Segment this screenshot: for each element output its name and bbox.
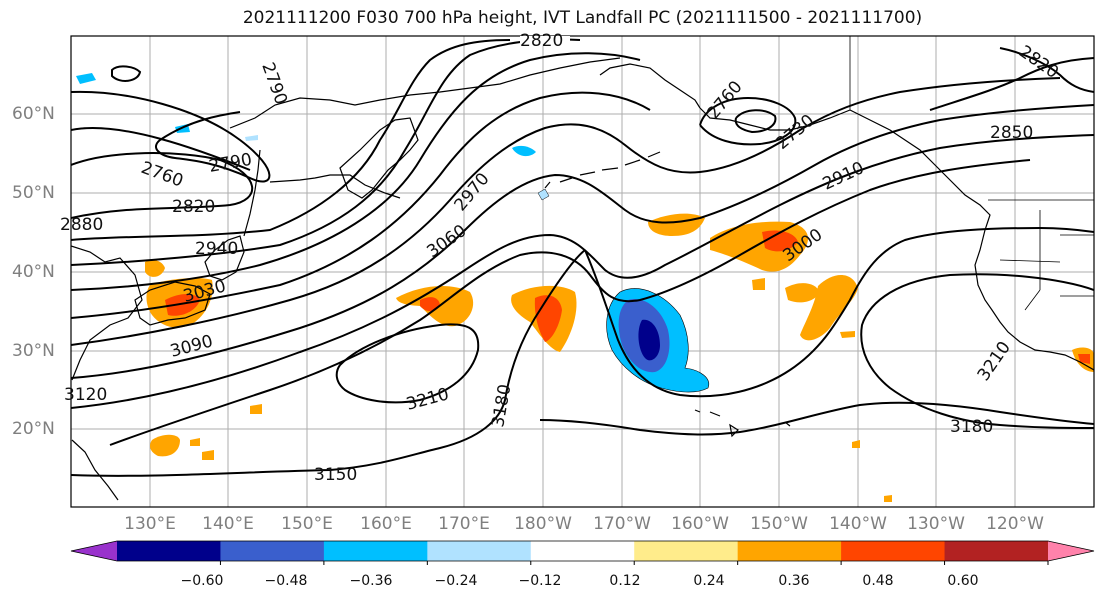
colorbar-tick-label: −0.48 — [264, 573, 308, 589]
colorbar-segment — [427, 541, 532, 561]
lat-label: 40°N — [12, 262, 55, 282]
colorbar-segment — [117, 541, 221, 561]
height-contours — [71, 38, 1094, 477]
colorbar-tick-label: −0.12 — [518, 573, 562, 589]
colorbar-tick-label: 0.48 — [862, 573, 894, 589]
colorbar-tick-label: 0.24 — [693, 573, 725, 589]
contour-label: 2820 — [520, 31, 563, 51]
contour-label: 2880 — [60, 215, 103, 235]
colorbar-tick-label: −0.60 — [180, 573, 224, 589]
contour-label: 2940 — [195, 239, 238, 259]
lat-label: 50°N — [12, 183, 55, 203]
contour-label: 2820 — [172, 197, 215, 217]
colorbar-tick-label: 0.60 — [947, 573, 979, 589]
colorbar-segment — [530, 541, 635, 561]
lon-label: 180°W — [514, 514, 572, 534]
colorbar-segment — [737, 541, 842, 561]
colorbar-segment — [841, 541, 946, 561]
lon-label: 150°W — [750, 514, 808, 534]
lon-label: 170°W — [593, 514, 651, 534]
contour-label: 3180 — [950, 417, 993, 437]
lon-label: 140°E — [202, 514, 254, 534]
contour-label: 3150 — [314, 465, 357, 485]
contour-label: 3120 — [64, 385, 107, 405]
colorbar-segment — [220, 541, 325, 561]
ivt-shading — [76, 73, 1094, 502]
colorbar-tick-label: 0.36 — [778, 573, 810, 589]
lon-label: 130°E — [124, 514, 176, 534]
lat-label: 60°N — [12, 104, 55, 124]
lat-label: 20°N — [12, 419, 55, 439]
lon-label: 120°W — [986, 514, 1044, 534]
lon-label: 140°W — [829, 514, 887, 534]
lon-label: 160°E — [360, 514, 412, 534]
lon-label: 130°W — [907, 514, 965, 534]
colorbar-outline — [70, 540, 1095, 562]
colorbar-segment — [323, 541, 428, 561]
lat-label: 30°N — [12, 341, 55, 361]
map-title: 2021111200 F030 700 hPa height, IVT Land… — [242, 8, 923, 28]
colorbar — [70, 540, 1095, 565]
colorbar-tick-label: 0.12 — [609, 573, 641, 589]
borders — [849, 36, 1094, 311]
lon-label: 150°E — [281, 514, 333, 534]
colorbar-segment — [944, 541, 1049, 561]
ivt-negative-core — [638, 319, 660, 361]
colorbar-extend-low — [71, 541, 117, 561]
lon-label: 170°E — [438, 514, 490, 534]
lon-label: 160°W — [671, 514, 729, 534]
colorbar-tick-label: −0.24 — [434, 573, 478, 589]
colorbar-segment — [634, 541, 739, 561]
colorbar-tick-label: −0.36 — [349, 573, 393, 589]
colorbar-extend-high — [1048, 541, 1094, 561]
contour-label: 2850 — [990, 123, 1033, 143]
